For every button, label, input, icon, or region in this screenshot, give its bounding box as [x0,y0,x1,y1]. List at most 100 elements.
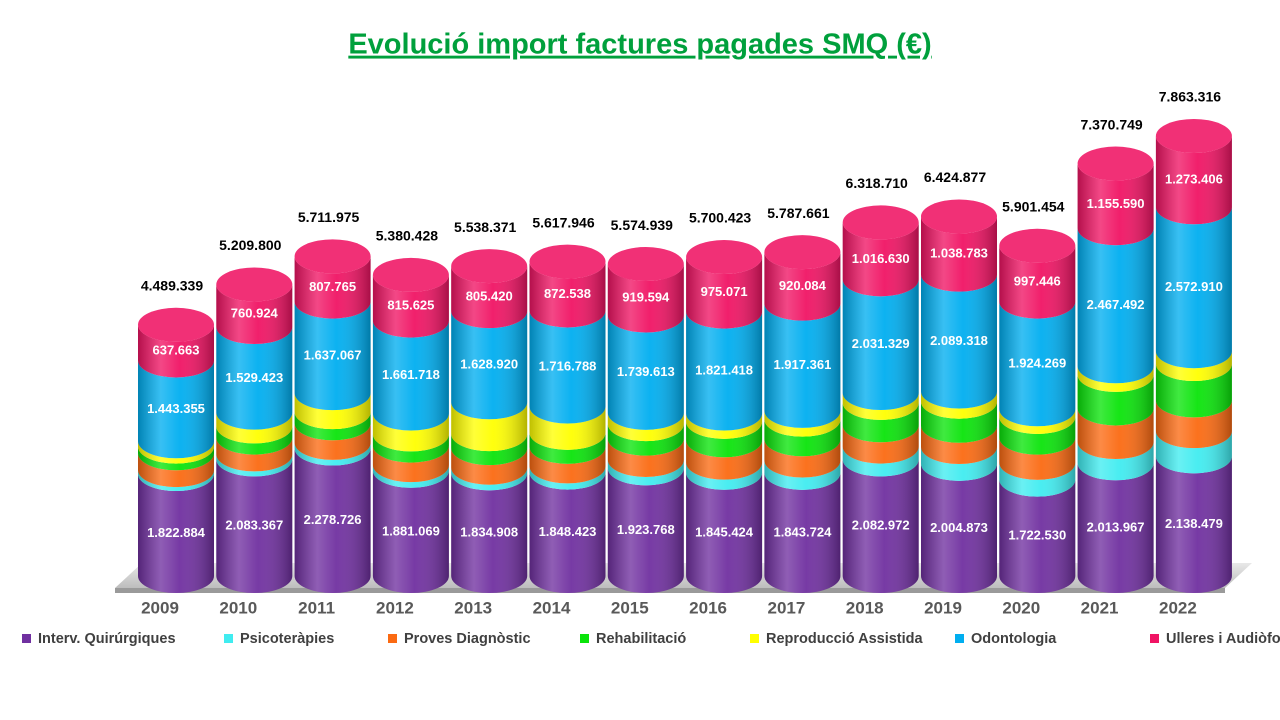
x-tick-label: 2010 [219,598,257,617]
data-label: 1.923.768 [617,522,675,537]
x-tick-label: 2018 [846,598,884,617]
data-label: 805.420 [466,289,513,304]
data-label: 872.538 [544,286,591,301]
x-tick-label: 2012 [376,598,414,617]
total-label: 5.380.428 [376,228,438,244]
bar-shade [294,256,371,593]
bar-shade [372,274,449,593]
bar-shade [607,264,684,593]
data-label: 1.273.406 [1165,172,1223,187]
bar-shade [138,324,214,593]
total-label: 5.574.939 [611,217,673,233]
data-label: 1.722.530 [1008,528,1066,543]
bar-top [607,247,684,282]
data-label: 1.834.908 [460,525,518,540]
data-label: 2.278.726 [304,512,362,527]
data-label: 1.845.424 [695,524,754,539]
total-label: 6.424.877 [924,169,986,185]
legend-swatch [224,634,233,643]
bar-shade [1077,163,1154,593]
x-tick-label: 2016 [689,598,727,617]
bar-shade [529,261,606,593]
data-label: 1.628.920 [460,357,518,372]
legend-label: Interv. Quirúrgiques [38,631,176,647]
data-label: 2.004.873 [930,520,988,535]
data-label: 2.082.972 [852,518,910,533]
x-tick-label: 2017 [767,598,805,617]
x-tick-label: 2011 [298,598,335,617]
total-label: 5.787.661 [767,205,829,221]
total-label: 5.617.946 [532,214,594,230]
bar-top [921,199,997,234]
legend-swatch [580,634,589,643]
data-label: 920.084 [779,278,827,293]
data-label: 1.661.718 [382,367,440,382]
data-label: 1.739.613 [617,364,675,379]
total-label: 7.863.316 [1159,89,1221,105]
chart-title: Evolució import factures pagades SMQ (€) [348,29,931,61]
bar-top-highlight [216,267,293,302]
bar-top-highlight [999,228,1076,263]
x-tick-label: 2022 [1159,598,1197,617]
total-label: 6.318.710 [846,175,908,191]
bar-top-highlight [842,205,919,240]
bars: 1.822.884 1.443.355 637.663 4.489.339 2009 2.… [138,89,1232,617]
data-label: 1.881.069 [382,523,440,538]
bar-top-highlight [1155,119,1232,153]
data-label: 1.038.783 [930,245,988,260]
x-tick-label: 2014 [533,598,571,617]
bar-top [294,239,371,274]
data-label: 997.446 [1014,274,1061,289]
legend-label: Ulleres i Audiòfons [1166,631,1280,647]
x-tick-label: 2021 [1081,598,1119,617]
bar-top [529,244,606,279]
x-tick-label: 2015 [611,598,649,617]
bar-top-highlight [294,239,371,274]
data-label: 2.467.492 [1087,297,1145,312]
data-label: 2.572.910 [1165,279,1223,294]
total-label: 7.370.749 [1080,116,1142,132]
bar-top-highlight [1077,146,1154,181]
bar-top [216,267,293,302]
bar-shade [921,216,997,593]
data-label: 1.443.355 [147,401,205,416]
total-label: 5.901.454 [1002,198,1064,214]
data-label: 919.594 [622,290,670,305]
data-label: 975.071 [701,284,748,299]
data-label: 2.013.967 [1087,520,1145,535]
bar-top [372,257,449,292]
data-label: 1.848.423 [539,524,597,539]
bar-top-highlight [921,199,997,234]
legend-label: Proves Diagnòstic [404,631,531,647]
bar-top-highlight [451,249,528,284]
bar-shade [451,266,528,593]
bar-top [451,249,528,284]
bar-top-highlight [607,247,684,282]
data-label: 2.138.479 [1165,516,1223,531]
data-label: 2.089.318 [930,333,988,348]
legend-label: Odontologia [971,631,1057,647]
data-label: 2.083.367 [225,518,283,533]
bar-shade [1155,136,1232,593]
x-tick-label: 2019 [924,598,962,617]
legend-label: Reproducció Assistida [766,631,924,647]
data-label: 1.843.724 [773,524,832,539]
bar-top-highlight [764,235,841,270]
total-label: 5.700.423 [689,210,751,226]
bar-shade [842,222,919,593]
bar-shade [999,245,1076,593]
legend-swatch [22,634,31,643]
data-label: 1.716.788 [539,358,597,373]
data-label: 1.821.418 [695,362,753,377]
bar-shade [686,257,763,593]
bar-top [999,228,1076,263]
data-label: 1.924.269 [1008,355,1066,370]
bar-top-highlight [138,307,214,342]
data-label: 807.765 [309,279,356,294]
legend-swatch [955,634,964,643]
data-label: 1.155.590 [1087,196,1145,211]
legend-label: Psicoteràpies [240,631,334,647]
bar-top [138,307,214,342]
bar-top [842,205,919,240]
